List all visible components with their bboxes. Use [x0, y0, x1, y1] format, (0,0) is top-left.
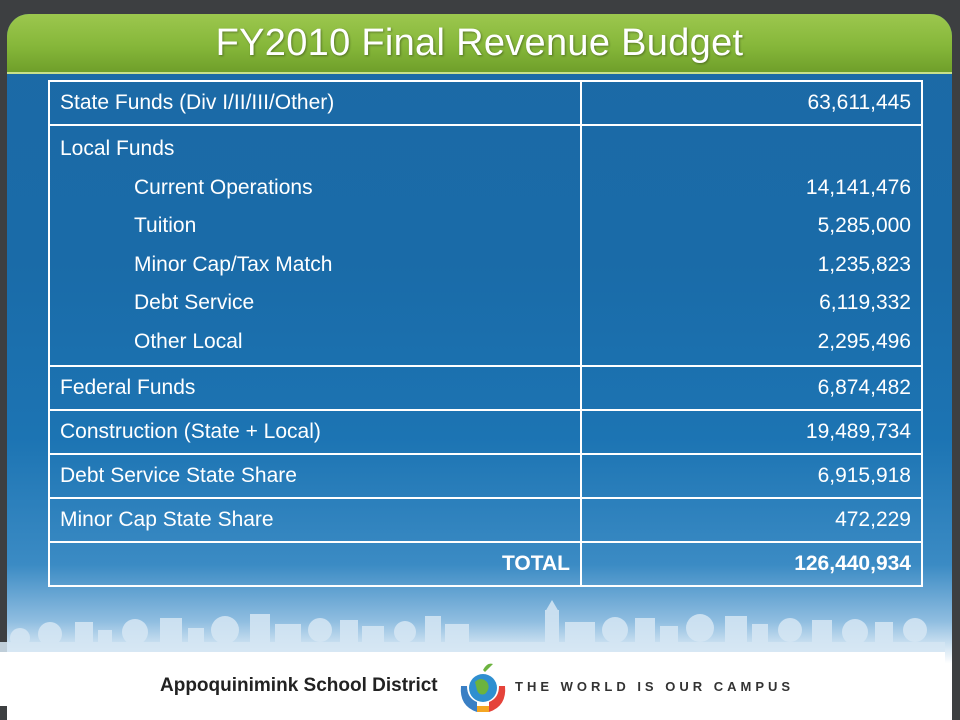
globe-apple-hands-logo-icon: [460, 663, 506, 712]
row-amount: 6,915,918: [580, 453, 923, 499]
row-label: Federal Funds: [48, 365, 582, 411]
local-funds-labels: Local Funds Current Operations Tuition M…: [48, 124, 582, 367]
row-label: Construction (State + Local): [48, 409, 582, 455]
subitem-amount: 6,119,332: [819, 291, 911, 314]
total-row: TOTAL 126,440,934: [48, 541, 923, 587]
subitem-label: Minor Cap/Tax Match: [134, 252, 333, 276]
subitem-amount: 14,141,476: [805, 175, 911, 199]
subitem-amount: 2,295,496: [817, 329, 911, 353]
subitem-label: Other Local: [134, 329, 243, 353]
row-amount: 63,611,445: [580, 80, 923, 126]
local-funds-amounts: 14,141,476 5,285,000 1,235,823 6,119,332…: [580, 124, 923, 367]
row-amount: 472,229: [580, 497, 923, 543]
subitem-label: Current Operations: [134, 175, 313, 199]
row-label: Local Funds: [60, 137, 175, 160]
total-label: TOTAL: [48, 541, 582, 587]
row-label: Minor Cap State Share: [48, 497, 582, 543]
table-row: Minor Cap State Share 472,229: [48, 497, 923, 543]
subitem-amount: 5,285,000: [817, 214, 911, 237]
table-row-local-funds: Local Funds Current Operations Tuition M…: [48, 124, 923, 367]
slide-title: FY2010 Final Revenue Budget: [215, 21, 744, 64]
title-bar: FY2010 Final Revenue Budget: [7, 14, 952, 74]
total-amount: 126,440,934: [580, 541, 923, 587]
row-label: Debt Service State Share: [48, 453, 582, 499]
district-name: Appoquinimink School District: [160, 675, 438, 696]
subitem-label: Tuition: [134, 214, 197, 237]
row-amount: 19,489,734: [580, 409, 923, 455]
subitem-label: Debt Service: [134, 291, 255, 314]
table-row: Federal Funds 6,874,482: [48, 365, 923, 411]
revenue-table: State Funds (Div I/II/III/Other) 63,611,…: [48, 80, 923, 587]
tagline: THE WORLD IS OUR CAMPUS: [515, 679, 795, 694]
table-row: Construction (State + Local) 19,489,734: [48, 409, 923, 455]
subitem-amount: 1,235,823: [817, 252, 911, 276]
table-row: State Funds (Div I/II/III/Other) 63,611,…: [48, 80, 923, 126]
row-amount: 6,874,482: [580, 365, 923, 411]
spacer: [592, 130, 911, 169]
row-label: State Funds (Div I/II/III/Other): [48, 80, 582, 126]
table-row: Debt Service State Share 6,915,918: [48, 453, 923, 499]
